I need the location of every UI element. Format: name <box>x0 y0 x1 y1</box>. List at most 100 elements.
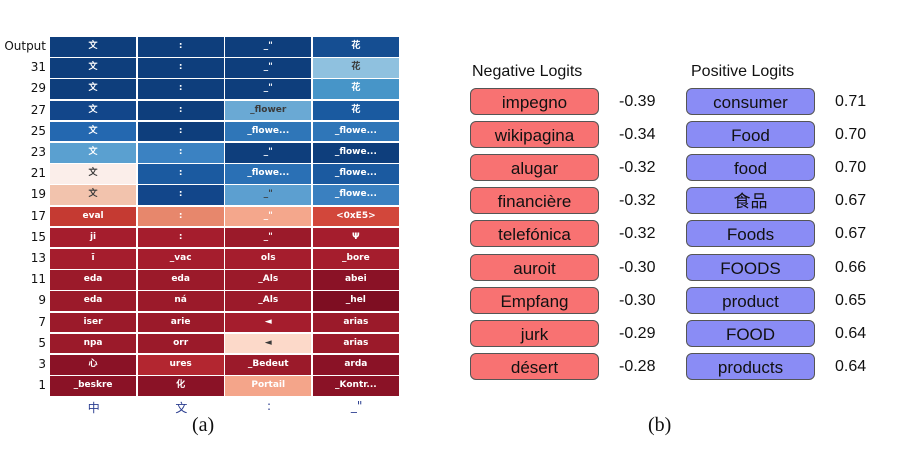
heatmap-cell: ji <box>50 227 137 248</box>
heatmap-cell: : <box>137 227 224 248</box>
row-label: 9 <box>38 293 46 308</box>
heatmap-cell: _flowe... <box>312 143 399 163</box>
heatmap-cell: 文 <box>50 58 137 78</box>
heatmap-cell: 花 <box>312 79 399 100</box>
heatmap-cell: arda <box>312 355 399 375</box>
negative-token-box: financière <box>470 187 599 215</box>
row-label: 27 <box>30 102 46 117</box>
heatmap-cell: _" <box>225 79 312 100</box>
row-label: 15 <box>30 229 46 244</box>
negative-token-box: wikipagina <box>470 121 599 149</box>
heatmap-cell: _" <box>225 185 312 206</box>
heatmap-cell: abei <box>312 270 399 290</box>
negative-score: -0.29 <box>619 324 656 342</box>
positive-token-box: FOODS <box>686 253 815 281</box>
heatmap-cell: _hel <box>312 291 399 312</box>
row-label: 13 <box>30 251 46 265</box>
heatmap-cell: orr <box>137 333 224 354</box>
row-label: 1 <box>38 378 46 393</box>
heatmap-cell: : <box>137 206 224 227</box>
positive-token-box: food <box>686 154 815 182</box>
row-label: 11 <box>30 272 46 287</box>
heatmap-cell: eda <box>50 291 137 312</box>
row-label: 23 <box>30 145 46 159</box>
heatmap-cell: iser <box>50 312 137 333</box>
heatmap-cell: <0xE5> <box>312 206 399 227</box>
heatmap-cell: 花 <box>312 100 399 121</box>
positive-token-box: Foods <box>686 220 815 248</box>
column-label: _" <box>350 399 363 414</box>
heatmap-cell: : <box>137 58 224 78</box>
negative-token-box: telefónica <box>470 220 599 248</box>
row-label: 7 <box>38 314 46 329</box>
heatmap-cell: ī <box>50 249 137 269</box>
heatmap-cell: _flowe... <box>312 185 399 206</box>
heatmap-cell: Portail <box>225 376 312 396</box>
heatmap-cell: _vac <box>137 249 224 269</box>
heatmap-cell: _flowe... <box>225 164 312 184</box>
heatmap-cell: : <box>137 100 224 121</box>
heatmap-cell: 化 <box>137 376 224 396</box>
heatmap-cell: 文 <box>50 37 137 57</box>
negative-score: -0.39 <box>619 93 656 110</box>
positive-score: 0.70 <box>835 159 867 177</box>
negative-token-box: impegno <box>470 88 599 115</box>
negative-score: -0.30 <box>619 291 656 309</box>
positive-score: 0.67 <box>835 192 867 210</box>
heatmap-cell: eval <box>50 206 137 227</box>
positive-score: 0.71 <box>835 93 867 110</box>
heatmap-cell: 文 <box>50 79 137 100</box>
positive-token-box: consumer <box>686 88 815 115</box>
heatmap-cell: ures <box>137 355 224 375</box>
heatmap-cell: _flowe... <box>312 121 399 142</box>
heatmap-cell: ols <box>225 249 312 269</box>
logit-lens-heatmap: Output 文: _" 花 31 文: _" 花 29 文: _" 花 27 文: _flower 花 25 文… <box>0 0 420 420</box>
heatmap-cell: 花 <box>312 58 399 78</box>
positive-token-box: Food <box>686 121 815 149</box>
heatmap-cell: ◄ <box>225 333 312 354</box>
heatmap-cell: _" <box>225 143 312 163</box>
positive-score: 0.70 <box>835 126 867 144</box>
heatmap-cell: ná <box>137 291 224 312</box>
column-label: 文 <box>175 401 188 416</box>
heatmap-cell: arias <box>312 333 399 354</box>
heatmap-cell: 花 <box>312 37 399 57</box>
heatmap-cell: eda <box>137 270 224 290</box>
column-label: 中 <box>87 401 100 416</box>
positive-score: 0.64 <box>835 324 867 342</box>
heatmap-cell: arie <box>137 312 224 333</box>
row-label: 17 <box>30 208 46 223</box>
column-label: : <box>266 399 272 414</box>
row-label: 5 <box>38 335 46 350</box>
heatmap-cell: _beskre <box>50 376 137 396</box>
positive-token-box: FOOD <box>686 319 815 347</box>
caption-a: (a) <box>192 414 215 436</box>
negative-token-box: auroit <box>470 253 599 281</box>
heatmap-cell: _Bedeut <box>225 355 312 375</box>
positive-token-box: products <box>686 352 815 380</box>
negative-score: -0.32 <box>619 159 656 177</box>
heatmap-cell: 文 <box>50 121 137 142</box>
positive-token-box: 食品 <box>686 187 815 215</box>
heatmap-cell: ◄ <box>225 312 312 333</box>
negative-score: -0.32 <box>619 225 656 243</box>
negative-token-box: Empfang <box>470 286 599 314</box>
positive-score: 0.67 <box>835 225 867 243</box>
heatmap-cell: _" <box>225 58 312 78</box>
negative-score: -0.28 <box>619 357 656 375</box>
heatmap-cell: 文 <box>50 100 137 121</box>
positive-logits-title: Positive Logits <box>691 63 795 80</box>
positive-score: 0.65 <box>835 291 867 309</box>
heatmap-cell: _Als <box>225 291 312 312</box>
heatmap-cell: _" <box>225 227 312 248</box>
row-label: 29 <box>30 81 46 96</box>
heatmap-cell: : <box>137 164 224 184</box>
caption-b: (b) <box>648 414 672 436</box>
heatmap-cell: : <box>137 79 224 100</box>
heatmap-cell: _flower <box>225 100 312 121</box>
heatmap-cell: _" <box>225 37 312 57</box>
heatmap-cell: : <box>137 121 224 142</box>
positive-score: 0.66 <box>835 258 867 276</box>
heatmap-cell: arias <box>312 312 399 333</box>
heatmap-cell: 心 <box>50 355 137 375</box>
